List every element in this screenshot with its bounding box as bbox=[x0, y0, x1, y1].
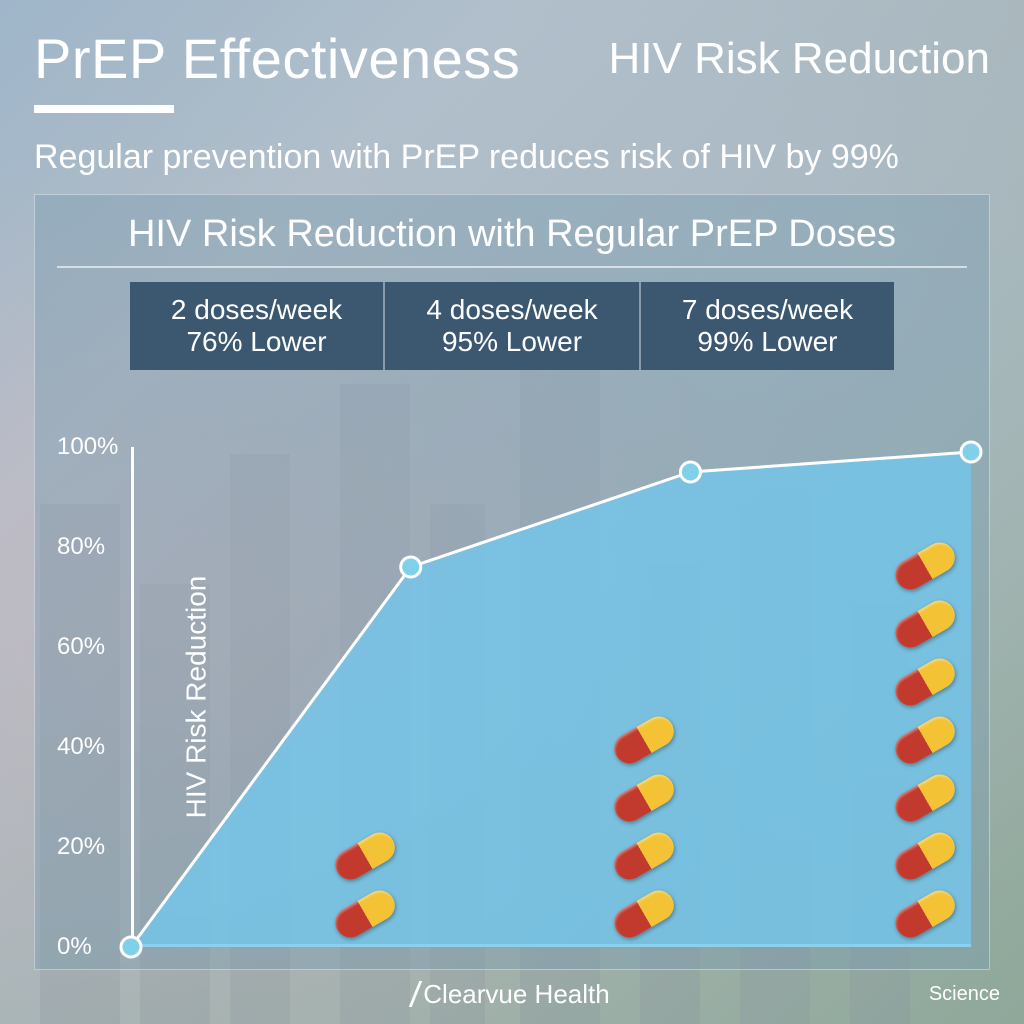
legend-top: 2 doses/week bbox=[134, 294, 379, 326]
chart-area bbox=[131, 452, 971, 947]
tagline: Regular prevention with PrEP reduces ris… bbox=[34, 138, 899, 177]
y-tick-label: 100% bbox=[57, 433, 118, 461]
footer-brand: Clearvue Health bbox=[0, 979, 1024, 1010]
chart-marker bbox=[680, 462, 700, 482]
chart-container: HIV Risk Reduction with Regular PrEP Dos… bbox=[34, 194, 990, 970]
chart-title: HIV Risk Reduction with Regular PrEP Dos… bbox=[57, 213, 967, 256]
y-tick-label: 80% bbox=[57, 533, 105, 561]
y-tick-label: 0% bbox=[57, 933, 92, 961]
legend-item: 4 doses/week 95% Lower bbox=[385, 282, 640, 370]
title-underline bbox=[34, 105, 174, 113]
legend-item: 2 doses/week 76% Lower bbox=[130, 282, 385, 370]
page-subtitle: HIV Risk Reduction bbox=[609, 34, 990, 84]
chart-plot-area: HIV Risk Reduction 0%20%40%60%80%100% bbox=[131, 447, 971, 947]
chart-legend: 2 doses/week 76% Lower 4 doses/week 95% … bbox=[130, 282, 894, 370]
y-tick-label: 20% bbox=[57, 833, 105, 861]
legend-bottom: 76% Lower bbox=[134, 326, 379, 358]
chart-marker bbox=[961, 442, 981, 462]
chart-marker bbox=[401, 557, 421, 577]
legend-bottom: 99% Lower bbox=[645, 326, 890, 358]
footer-source: Science bbox=[929, 983, 1000, 1006]
chart-marker bbox=[121, 937, 141, 957]
legend-bottom: 95% Lower bbox=[389, 326, 634, 358]
y-tick-label: 60% bbox=[57, 633, 105, 661]
y-tick-label: 40% bbox=[57, 733, 105, 761]
legend-top: 7 doses/week bbox=[645, 294, 890, 326]
legend-item: 7 doses/week 99% Lower bbox=[641, 282, 894, 370]
legend-top: 4 doses/week bbox=[389, 294, 634, 326]
